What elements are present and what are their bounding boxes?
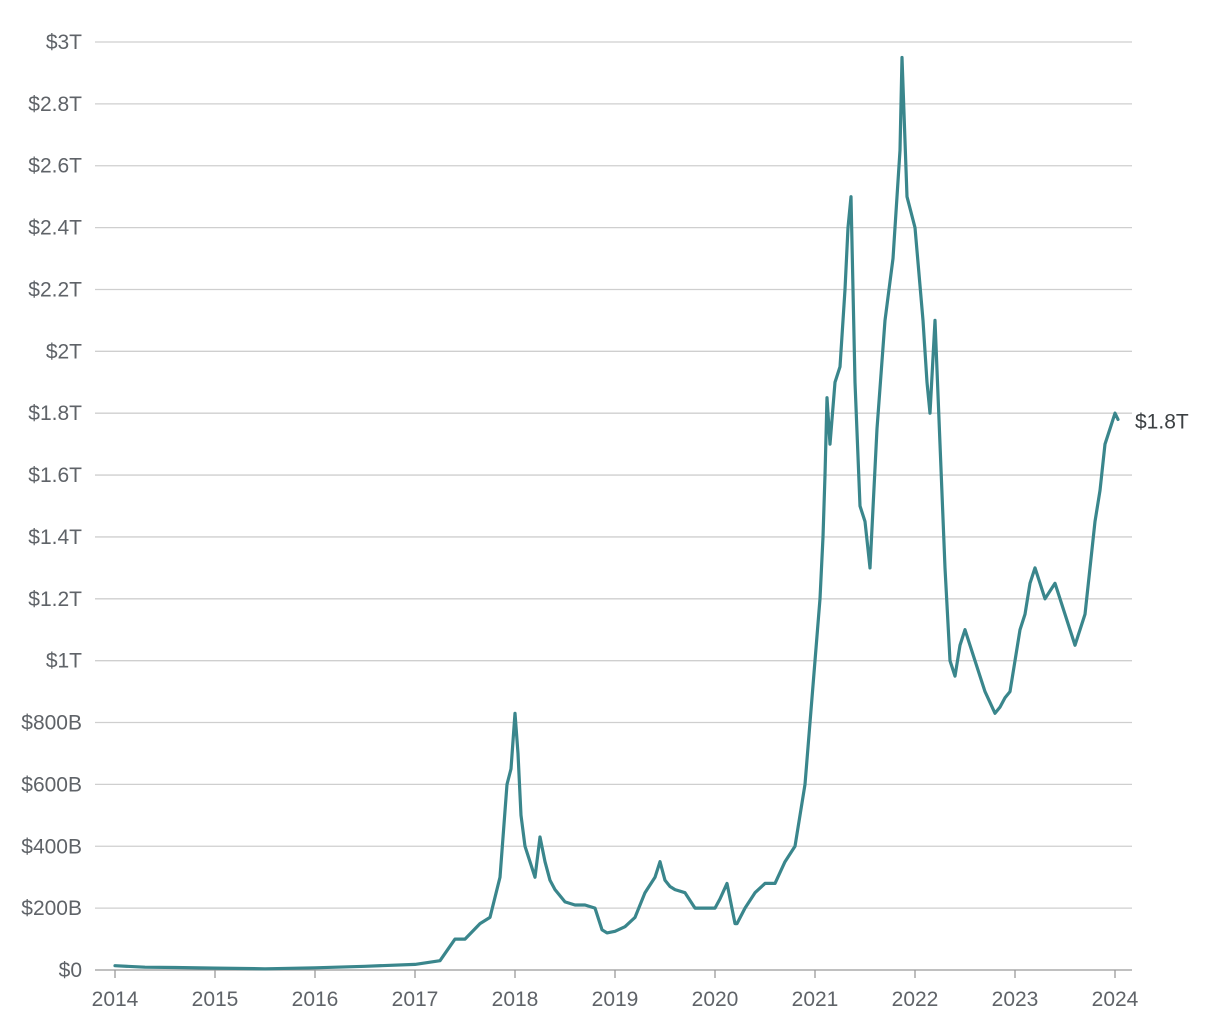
series-group: [113, 55, 1120, 971]
x-tick-label: 2014: [92, 988, 139, 1011]
y-gridlines: [95, 41, 1132, 909]
y-tick-label: $3T: [46, 31, 82, 54]
y-tick-label: $200B: [21, 897, 82, 920]
y-tick-label: $1.4T: [28, 526, 82, 549]
y-tick-label: $2.8T: [28, 93, 82, 116]
x-tick-label: 2020: [692, 988, 739, 1011]
y-tick-label: $2.6T: [28, 155, 82, 178]
latest-value-label: $1.8T: [1135, 410, 1189, 433]
x-tick-label: 2016: [292, 988, 339, 1011]
y-tick-label: $800B: [21, 712, 82, 735]
x-axis: [95, 969, 1132, 978]
y-tick-label: $0: [59, 959, 82, 982]
x-axis-tick-labels: 2014 2015 2016 2017 2018 2019 2020 2021 2022 2023…: [92, 988, 1139, 1011]
x-tick-label: 2018: [492, 988, 539, 1011]
y-tick-label: $1.6T: [28, 464, 82, 487]
x-tick-label: 2021: [792, 988, 839, 1011]
y-axis-tick-labels: $0 $200B $400B $600B $800B $1T $1.2T $1.4T $1.6T…: [21, 31, 82, 982]
x-tick-label: 2024: [1092, 988, 1139, 1011]
y-tick-label: $1.2T: [28, 588, 82, 611]
y-tick-label: $400B: [21, 835, 82, 858]
y-tick-label: $2.2T: [28, 278, 82, 301]
y-tick-label: $2.4T: [28, 217, 82, 240]
y-tick-label: $2T: [46, 340, 82, 363]
y-tick-label: $1.8T: [28, 402, 82, 425]
x-tick-label: 2022: [892, 988, 939, 1011]
x-tick-label: 2019: [592, 988, 639, 1011]
y-tick-label: $600B: [21, 773, 82, 796]
y-tick-label: $1T: [46, 650, 82, 673]
x-tick-label: 2017: [392, 988, 439, 1011]
x-tick-label: 2015: [192, 988, 239, 1011]
series-line: [113, 55, 1120, 971]
x-tick-label: 2023: [992, 988, 1039, 1011]
